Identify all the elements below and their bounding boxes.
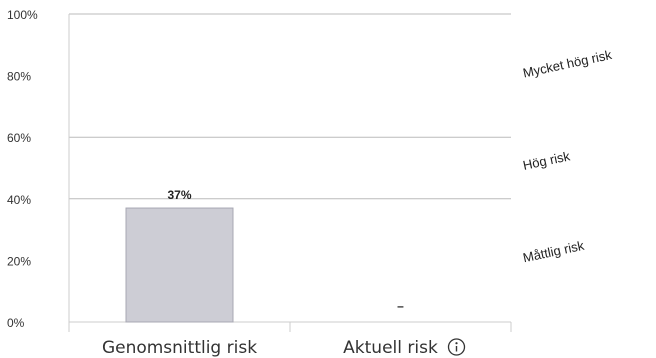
risk-zone-labels: Måttlig risk Hög risk Mycket hög risk [522, 47, 614, 265]
info-icon[interactable] [447, 338, 466, 356]
risk-zone-label: Mycket hög risk [522, 47, 614, 81]
data-label: 37% [167, 188, 191, 202]
zone-boundary-lines [69, 13, 511, 200]
y-tick-label: 60% [7, 131, 31, 145]
y-tick-label: 100% [7, 8, 38, 22]
category-label: Aktuell risk [343, 338, 438, 358]
bar [125, 207, 234, 323]
data-label: – [397, 299, 404, 313]
category-labels: Genomsnittlig risk Aktuell risk [102, 338, 466, 358]
risk-zone-label: Måttlig risk [522, 238, 586, 266]
y-tick-label: 80% [7, 70, 31, 84]
data-labels: 37% – [167, 188, 404, 313]
y-tick-label: 40% [7, 193, 31, 207]
y-axis-ticks: 0% 20% 40% 60% 80% 100% [7, 8, 38, 330]
risk-zone-label: Hög risk [522, 148, 572, 173]
category-label: Genomsnittlig risk [102, 338, 257, 358]
bars [125, 207, 234, 323]
y-tick-label: 20% [7, 254, 31, 268]
y-tick-label: 0% [7, 316, 25, 330]
